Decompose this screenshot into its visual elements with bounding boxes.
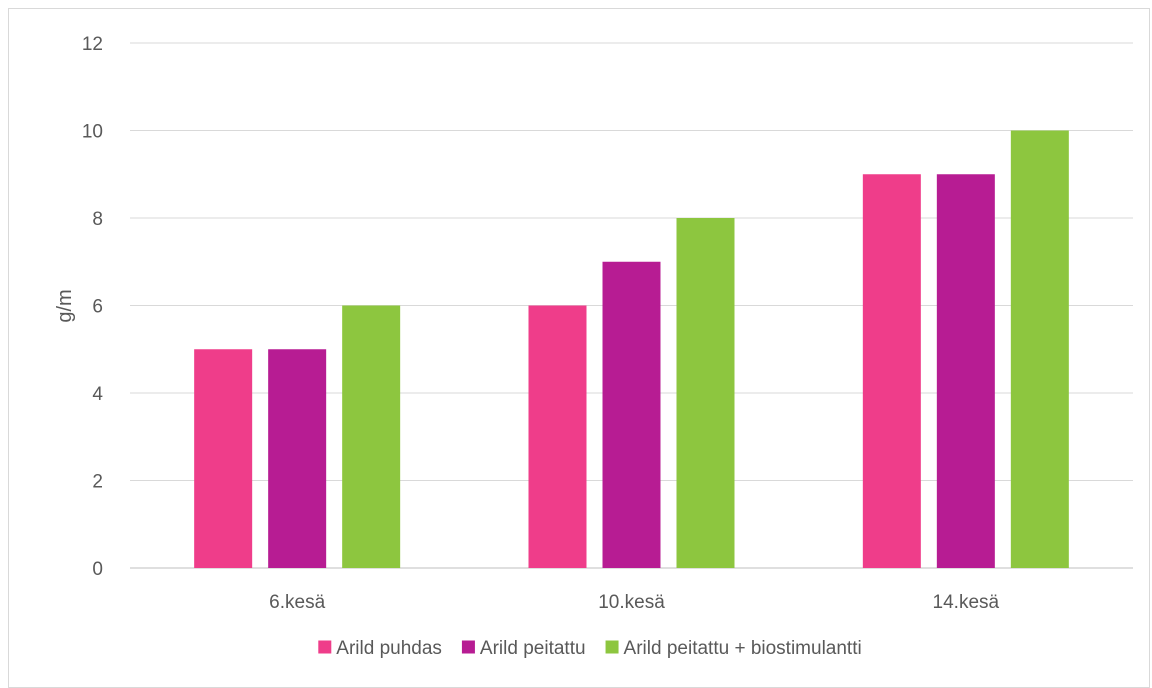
bar <box>936 174 995 568</box>
legend-swatch <box>461 640 475 654</box>
bar <box>268 349 327 568</box>
bars <box>194 130 1069 568</box>
legend: Arild puhdas Arild peitattu Arild peitattu… <box>318 638 862 659</box>
legend-swatch <box>605 640 619 654</box>
y-tick-label: 6 <box>92 297 103 318</box>
y-tick-label: 10 <box>82 122 103 143</box>
x-tick-label: 10.kesä <box>598 592 665 613</box>
bar <box>1010 130 1069 568</box>
legend-label: Arild puhdas <box>336 638 442 659</box>
bar <box>194 349 253 568</box>
legend-label: Arild peitattu <box>480 638 586 659</box>
y-tick-label: 2 <box>92 472 103 493</box>
bar <box>676 218 735 568</box>
legend-swatch <box>318 640 332 654</box>
y-tick-label: 0 <box>92 559 103 580</box>
x-tick-labels: 6.kesä 10.kesä 14.kesä <box>269 592 999 613</box>
y-tick-label: 4 <box>92 384 103 405</box>
legend-label: Arild peitattu + biostimulantti <box>624 638 862 659</box>
x-tick-label: 6.kesä <box>269 592 325 613</box>
bar <box>528 305 587 568</box>
y-axis-title: g/m <box>54 289 76 322</box>
y-tick-label: 12 <box>82 34 103 55</box>
y-tick-label: 8 <box>92 209 103 230</box>
bar <box>342 305 401 568</box>
y-tick-labels: 0 2 4 6 8 10 12 <box>82 34 104 580</box>
x-tick-label: 14.kesä <box>933 592 1000 613</box>
bar <box>862 174 921 568</box>
bar <box>602 261 661 568</box>
